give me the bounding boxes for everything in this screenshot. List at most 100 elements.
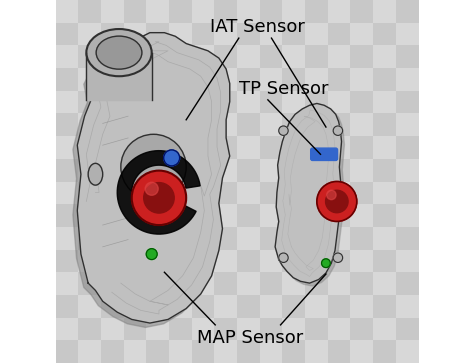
Bar bbox=[191, 113, 214, 136]
Bar bbox=[55, 136, 78, 159]
Bar bbox=[78, 136, 101, 159]
Bar bbox=[78, 68, 101, 91]
Bar bbox=[305, 227, 328, 250]
Bar bbox=[191, 68, 214, 91]
Bar bbox=[101, 113, 124, 136]
Bar bbox=[328, 159, 350, 182]
Bar bbox=[260, 182, 283, 204]
Bar bbox=[260, 272, 283, 295]
Bar bbox=[328, 340, 350, 363]
Bar bbox=[373, 0, 396, 23]
Circle shape bbox=[327, 190, 336, 200]
Bar bbox=[169, 0, 191, 23]
Circle shape bbox=[321, 259, 330, 268]
Bar bbox=[328, 0, 350, 23]
Bar bbox=[146, 45, 169, 68]
Bar bbox=[124, 136, 146, 159]
Bar bbox=[124, 159, 146, 182]
Bar bbox=[283, 68, 305, 91]
Bar bbox=[124, 68, 146, 91]
Bar bbox=[214, 113, 237, 136]
Bar bbox=[237, 227, 260, 250]
Bar bbox=[191, 45, 214, 68]
Bar bbox=[283, 182, 305, 204]
Bar bbox=[124, 45, 146, 68]
Bar bbox=[146, 295, 169, 318]
Bar bbox=[237, 295, 260, 318]
Bar bbox=[55, 91, 78, 113]
Bar bbox=[146, 318, 169, 340]
Bar bbox=[55, 227, 78, 250]
Bar bbox=[350, 227, 373, 250]
Bar bbox=[146, 136, 169, 159]
Circle shape bbox=[317, 182, 357, 221]
Bar bbox=[146, 23, 169, 45]
Bar bbox=[350, 45, 373, 68]
Bar bbox=[146, 340, 169, 363]
Bar bbox=[124, 250, 146, 272]
Bar bbox=[78, 23, 101, 45]
Bar bbox=[191, 0, 214, 23]
Bar bbox=[237, 318, 260, 340]
Bar bbox=[55, 182, 78, 204]
Bar bbox=[260, 250, 283, 272]
Bar bbox=[328, 204, 350, 227]
Bar bbox=[328, 136, 350, 159]
Bar bbox=[305, 182, 328, 204]
Bar bbox=[146, 0, 169, 23]
Circle shape bbox=[279, 253, 288, 262]
Polygon shape bbox=[117, 151, 200, 234]
Bar bbox=[191, 91, 214, 113]
Bar bbox=[191, 318, 214, 340]
Bar bbox=[78, 204, 101, 227]
Bar bbox=[101, 68, 124, 91]
Bar bbox=[305, 68, 328, 91]
Bar bbox=[373, 159, 396, 182]
Bar bbox=[260, 68, 283, 91]
FancyBboxPatch shape bbox=[310, 148, 337, 160]
Bar bbox=[78, 295, 101, 318]
Bar bbox=[305, 91, 328, 113]
Bar bbox=[101, 227, 124, 250]
Bar bbox=[191, 250, 214, 272]
Bar bbox=[283, 250, 305, 272]
Bar bbox=[305, 272, 328, 295]
Bar bbox=[214, 250, 237, 272]
Bar bbox=[373, 204, 396, 227]
Circle shape bbox=[146, 249, 157, 260]
Bar bbox=[78, 227, 101, 250]
Text: IAT Sensor: IAT Sensor bbox=[210, 18, 304, 36]
Bar bbox=[237, 182, 260, 204]
Bar bbox=[214, 295, 237, 318]
Bar bbox=[55, 295, 78, 318]
Bar bbox=[350, 159, 373, 182]
Bar bbox=[350, 91, 373, 113]
Bar bbox=[373, 340, 396, 363]
Bar bbox=[214, 318, 237, 340]
Bar bbox=[78, 113, 101, 136]
Bar bbox=[396, 136, 419, 159]
Bar bbox=[373, 68, 396, 91]
Bar bbox=[396, 340, 419, 363]
Bar bbox=[237, 136, 260, 159]
Bar bbox=[214, 272, 237, 295]
Bar bbox=[214, 182, 237, 204]
Bar bbox=[396, 272, 419, 295]
Bar bbox=[350, 182, 373, 204]
Bar bbox=[169, 45, 191, 68]
Bar bbox=[124, 113, 146, 136]
Bar bbox=[350, 250, 373, 272]
Bar bbox=[146, 250, 169, 272]
Bar bbox=[78, 91, 101, 113]
Bar bbox=[146, 113, 169, 136]
Ellipse shape bbox=[86, 29, 152, 76]
Bar bbox=[396, 23, 419, 45]
Bar bbox=[191, 159, 214, 182]
Bar bbox=[373, 45, 396, 68]
Bar bbox=[214, 159, 237, 182]
Bar bbox=[55, 272, 78, 295]
Bar bbox=[78, 182, 101, 204]
Bar bbox=[237, 272, 260, 295]
Bar bbox=[169, 136, 191, 159]
Bar bbox=[101, 295, 124, 318]
